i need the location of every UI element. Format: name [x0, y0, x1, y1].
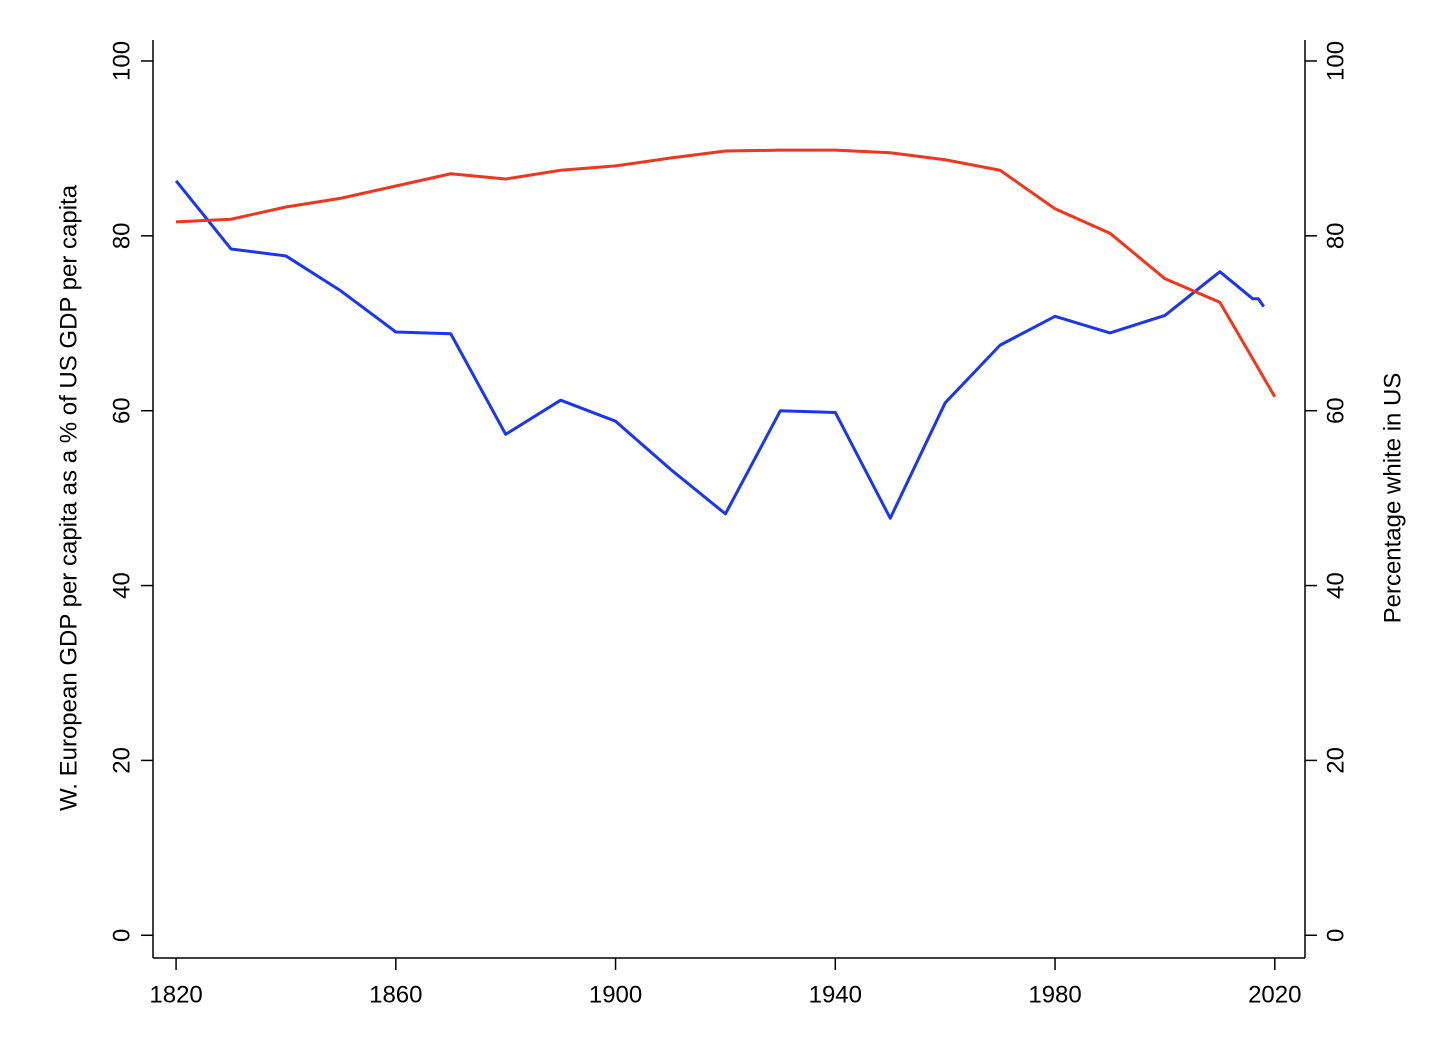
y2-tick-label: 20: [1322, 747, 1349, 774]
y2-tick-label: 0: [1322, 929, 1349, 942]
x-tick-label: 1820: [149, 981, 202, 1008]
y-tick-label: 100: [108, 41, 135, 81]
y2-axis-label: Percentage white in US: [1379, 373, 1406, 624]
y-tick-label: 20: [108, 747, 135, 774]
y-tick-label: 40: [108, 572, 135, 599]
y-axis-label: W. European GDP per capita as a % of US …: [55, 184, 82, 811]
x-tick-label: 1980: [1028, 981, 1081, 1008]
x-tick-label: 1900: [589, 981, 642, 1008]
y2-tick-label: 60: [1322, 397, 1349, 424]
x-tick-label: 1860: [369, 981, 422, 1008]
y2-tick-label: 40: [1322, 572, 1349, 599]
y2-tick-label: 100: [1322, 41, 1349, 81]
series-line: [176, 148, 1277, 398]
x-tick-label: 1940: [809, 981, 862, 1008]
y2-tick-label: 80: [1322, 222, 1349, 249]
x-tick-label: 2020: [1248, 981, 1301, 1008]
y-tick-label: 80: [108, 222, 135, 249]
y-tick-label: 0: [108, 929, 135, 942]
series-line: [174, 179, 1266, 520]
y-tick-label: 60: [108, 397, 135, 424]
